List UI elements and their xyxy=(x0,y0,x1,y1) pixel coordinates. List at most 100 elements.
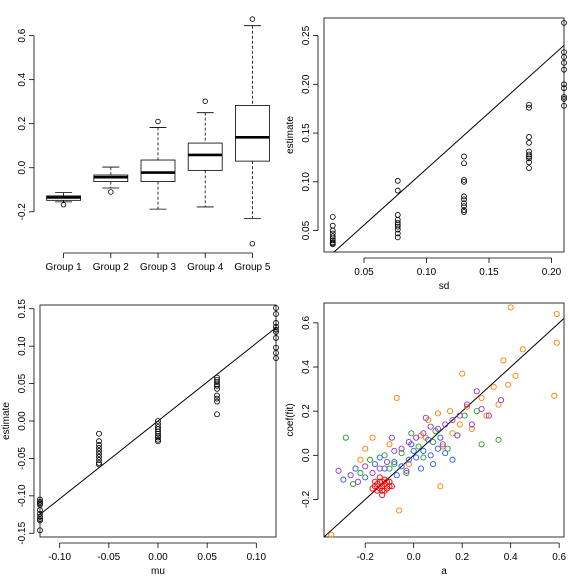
data-point xyxy=(526,101,532,108)
data-point xyxy=(96,457,102,463)
box-5 xyxy=(235,16,270,247)
data-point xyxy=(420,430,427,437)
data-point xyxy=(461,200,467,207)
data-point xyxy=(329,227,336,234)
data-point xyxy=(96,438,102,445)
data-point xyxy=(405,439,412,446)
data-point xyxy=(461,153,467,160)
data-point xyxy=(388,434,395,441)
outlier-point xyxy=(249,240,256,247)
data-point xyxy=(398,463,405,470)
panel-scatter-a-coef: -0.2 0.0 0.2 0.4 0.6 coef(fit) -0.2 0.0 0.2 0.4 0.… xyxy=(285,302,567,576)
data-point xyxy=(478,441,485,448)
data-point xyxy=(427,452,434,459)
plot-frame xyxy=(323,17,565,253)
data-point xyxy=(461,176,467,183)
data-point xyxy=(394,187,401,194)
data-point xyxy=(456,412,463,419)
data-point xyxy=(449,456,456,463)
y-axis-title: estimate xyxy=(285,116,296,154)
y-tick-label: -0.10 xyxy=(17,484,28,507)
data-point xyxy=(155,424,161,430)
data-point xyxy=(526,104,532,111)
data-point xyxy=(381,452,388,459)
y-tick-label: 0.2 xyxy=(301,404,312,418)
data-point xyxy=(561,81,567,88)
data-point xyxy=(561,94,567,100)
data-point xyxy=(415,443,422,450)
x-tick-label: 0.20 xyxy=(542,267,562,278)
data-point xyxy=(37,498,43,505)
data-point xyxy=(437,434,444,441)
data-point xyxy=(497,397,505,404)
data-point xyxy=(500,357,507,364)
data-point xyxy=(37,500,43,507)
data-point xyxy=(214,382,220,389)
data-point xyxy=(96,445,102,451)
series-red xyxy=(369,474,395,499)
data-point xyxy=(391,461,398,468)
data-point xyxy=(553,310,560,318)
data-point xyxy=(273,335,279,341)
data-point xyxy=(456,421,463,428)
reference-line xyxy=(40,326,276,516)
data-point xyxy=(342,434,349,441)
y-tick-label: 0.05 xyxy=(301,220,312,240)
x-tick-label: Group 1 xyxy=(46,262,83,273)
data-point xyxy=(473,408,480,415)
data-point xyxy=(394,219,401,226)
data-point xyxy=(512,372,519,379)
data-point xyxy=(461,207,467,213)
data-point xyxy=(461,160,467,167)
y-tick-label: 0.05 xyxy=(17,373,28,393)
data-point xyxy=(461,178,467,185)
data-point xyxy=(329,222,336,229)
data-point xyxy=(214,392,220,399)
data-point xyxy=(403,467,410,474)
x-tick-label: 0.2 xyxy=(455,552,469,563)
x-axis-title: mu xyxy=(151,566,165,576)
data-point xyxy=(155,438,161,445)
panel-scatter-sd-estimate: 0.05 0.10 0.15 0.20 0.25 estimate 0.05 0.10 0.15… xyxy=(285,17,567,292)
data-point xyxy=(214,374,220,381)
data-point xyxy=(420,454,427,461)
outlier-point xyxy=(60,202,67,208)
data-point xyxy=(369,485,376,492)
data-point xyxy=(463,403,471,410)
data-point xyxy=(463,401,471,408)
data-point xyxy=(155,434,161,441)
data-point xyxy=(362,463,369,470)
y-tick-label: 0.6 xyxy=(301,315,312,329)
data-point xyxy=(37,527,43,534)
data-point xyxy=(357,456,364,463)
data-point xyxy=(386,441,393,448)
data-point xyxy=(459,370,466,377)
data-point xyxy=(449,430,456,437)
data-point xyxy=(96,442,102,448)
series-purple xyxy=(335,388,505,485)
data-point xyxy=(214,379,220,385)
data-point xyxy=(329,213,336,220)
data-point xyxy=(273,326,279,333)
data-point xyxy=(394,223,401,230)
outlier-point xyxy=(155,118,161,125)
x-tick-label: 0.00 xyxy=(148,552,168,563)
box-3 xyxy=(140,118,176,210)
series-blue xyxy=(340,434,456,483)
y-tick-label: 0.20 xyxy=(301,74,312,94)
data-point xyxy=(335,467,342,474)
x-tick-label: Group 3 xyxy=(140,262,177,273)
panel-scatter-mu-estimate: -0.15-0.10-0.050.000.050.100.15estimate-… xyxy=(1,299,279,576)
data-point xyxy=(561,102,567,109)
data-point xyxy=(408,430,415,437)
outlier-point xyxy=(249,16,256,22)
data-point xyxy=(526,139,532,146)
data-point xyxy=(350,480,357,488)
x-axis-title: a xyxy=(441,566,447,576)
outlier-point xyxy=(108,189,114,195)
x-tick-label: 0.05 xyxy=(354,267,374,278)
reference-line xyxy=(333,44,564,252)
data-point xyxy=(417,465,425,472)
data-point xyxy=(214,411,220,418)
data-point xyxy=(96,430,102,437)
